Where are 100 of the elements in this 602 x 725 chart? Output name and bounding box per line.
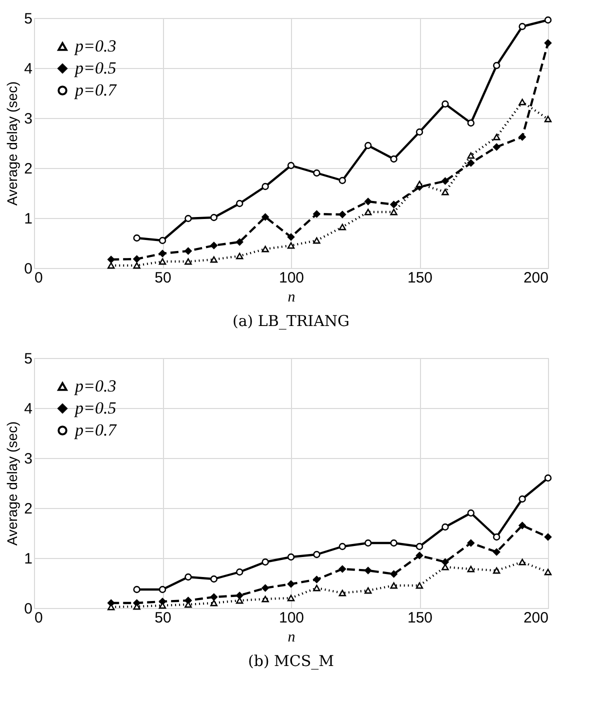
point [338,224,346,230]
y-tick-label: 5 [24,350,32,368]
point [492,143,500,151]
point [236,238,244,246]
point [338,565,346,573]
point [313,237,320,244]
point [544,533,552,541]
x-tick-label: 50 [154,270,172,286]
x-tick-label: 150 [407,610,433,626]
y-tick-label: 4 [24,400,32,418]
point [416,552,424,560]
point [467,509,475,517]
point [158,258,166,265]
y-tick-label: 4 [24,60,32,78]
point [390,200,398,208]
point [236,252,244,260]
x-tick-label: 0 [34,610,43,626]
point [518,495,526,503]
point [210,256,218,263]
x-tick-label: 200 [523,610,548,626]
point [442,100,449,108]
point [416,180,424,188]
point [492,533,500,541]
legend-label: p=0.7 [74,420,118,440]
point [210,600,218,606]
point [210,242,218,250]
point [262,596,269,602]
point [416,128,424,136]
point [313,584,320,592]
point [313,210,320,218]
point [416,542,424,550]
point [442,558,449,566]
legend-label: p=0.3 [74,36,116,56]
point [287,594,295,602]
point [467,159,475,167]
point [338,210,346,218]
point [364,142,372,150]
text: (a) LB_TRIANG [232,312,350,330]
point [364,208,372,216]
x-tick-label: 150 [407,270,433,286]
y-axis-title: Average delay (sec) [4,81,20,206]
point [158,236,166,244]
y-tick-label: 1 [24,550,32,568]
point [442,523,449,531]
x-tick-label: 100 [278,270,304,286]
point [287,242,295,249]
point [518,98,526,106]
point [338,590,346,596]
point [184,258,192,265]
point [262,213,269,221]
point [492,567,500,574]
point [236,568,244,576]
point [467,539,475,547]
point [364,566,372,574]
point [133,234,140,242]
point [338,176,346,184]
point [390,208,398,216]
x-tick-label: 200 [523,270,548,286]
point [236,200,244,208]
legend-label: p=0.3 [74,376,116,396]
point [492,62,500,70]
point [518,22,526,30]
y-axis-title: Average delay (sec) [4,421,20,546]
legend-label: p=0.7 [74,80,118,100]
point [390,539,398,547]
point [262,182,269,190]
point [467,119,475,127]
point [262,584,269,592]
point [544,474,552,482]
x-tick-label: 50 [154,610,172,626]
point [390,155,398,163]
point [467,152,475,159]
point [236,597,244,604]
y-tick-label: 2 [24,160,32,178]
point [364,198,372,206]
y-tick-label: 1 [24,210,32,228]
y-tick-label: 3 [24,450,32,468]
point [184,247,192,255]
point [544,39,552,47]
point [158,250,166,258]
point [313,550,320,558]
point [262,246,269,252]
text: (b) MCS_M [248,652,334,670]
point [544,568,552,576]
legend-label: p=0.5 [74,58,116,78]
point [107,262,115,269]
point [313,169,320,177]
point [133,586,140,594]
point [210,214,218,222]
point [210,593,218,601]
point [184,214,192,222]
y-tick-label: 5 [24,10,32,28]
y-tick-label: 2 [24,500,32,518]
point [210,575,218,583]
point [390,570,398,578]
point [133,262,140,269]
point [518,133,526,141]
x-tick-label: 100 [278,610,304,626]
point [107,256,115,264]
point [364,539,372,547]
